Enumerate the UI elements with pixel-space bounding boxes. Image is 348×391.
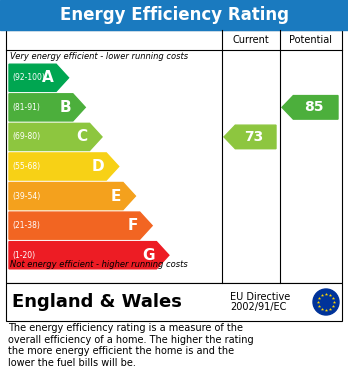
Text: The energy efficiency rating is a measure of the
overall efficiency of a home. T: The energy efficiency rating is a measur… (8, 323, 254, 368)
Text: Very energy efficient - lower running costs: Very energy efficient - lower running co… (10, 52, 188, 61)
Text: (69-80): (69-80) (12, 133, 40, 142)
Text: (81-91): (81-91) (12, 103, 40, 112)
Text: C: C (77, 129, 88, 144)
Text: England & Wales: England & Wales (12, 293, 182, 311)
Polygon shape (224, 125, 276, 149)
Text: 73: 73 (244, 130, 263, 144)
Polygon shape (9, 242, 169, 269)
Bar (6, 283, 342, 321)
Text: (1-20): (1-20) (12, 251, 35, 260)
Text: (55-68): (55-68) (12, 162, 40, 171)
Text: E: E (111, 188, 121, 204)
Bar (0, 0, 348, 30)
Polygon shape (282, 95, 338, 119)
Polygon shape (9, 123, 102, 151)
Text: F: F (127, 218, 138, 233)
Text: (92-100): (92-100) (12, 73, 45, 82)
Polygon shape (9, 94, 85, 121)
Text: EU Directive: EU Directive (230, 292, 290, 302)
Polygon shape (9, 64, 69, 91)
Text: Energy Efficiency Rating: Energy Efficiency Rating (60, 6, 288, 24)
Text: (39-54): (39-54) (12, 192, 40, 201)
Text: (21-38): (21-38) (12, 221, 40, 230)
Text: 2002/91/EC: 2002/91/EC (230, 302, 286, 312)
Text: D: D (92, 159, 104, 174)
Polygon shape (9, 212, 152, 239)
Polygon shape (9, 183, 135, 210)
Bar (6, 30, 342, 283)
Text: 85: 85 (304, 100, 324, 114)
Circle shape (313, 289, 339, 315)
Text: G: G (142, 248, 155, 263)
Text: A: A (42, 70, 54, 85)
Polygon shape (9, 153, 119, 180)
Text: Not energy efficient - higher running costs: Not energy efficient - higher running co… (10, 260, 188, 269)
Text: Current: Current (232, 35, 269, 45)
Text: B: B (59, 100, 71, 115)
Text: Potential: Potential (290, 35, 332, 45)
